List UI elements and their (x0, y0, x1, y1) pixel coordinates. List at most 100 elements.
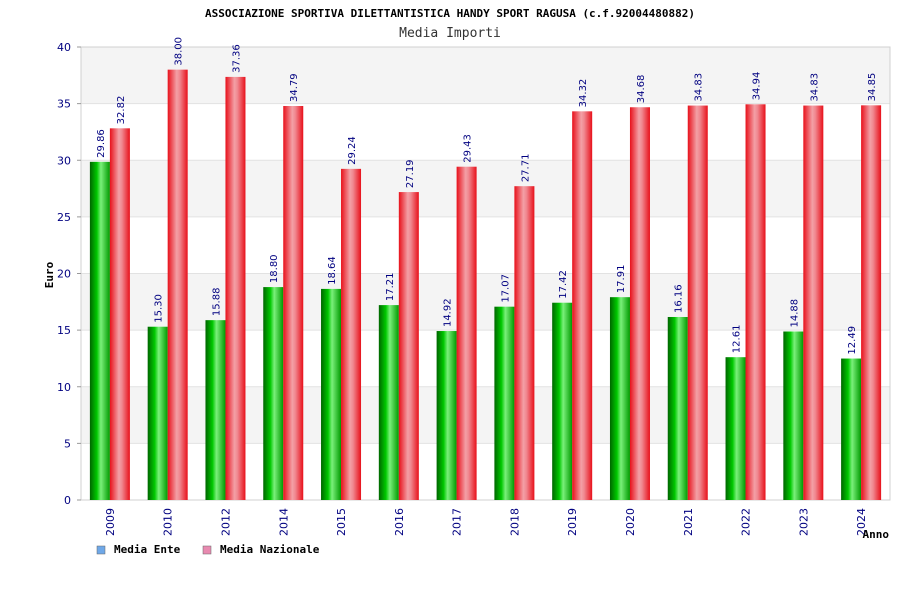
y-tick-label: 20 (57, 268, 71, 281)
bar-media-ente (783, 331, 804, 500)
y-tick-label: 25 (57, 211, 71, 224)
x-axis-label: Anno (863, 528, 890, 541)
x-tick-label: 2012 (219, 508, 232, 536)
bar-media-nazionale (167, 69, 188, 501)
data-label: 34.94 (752, 72, 763, 101)
bar-media-ente (609, 297, 630, 500)
bar-media-nazionale (514, 186, 535, 500)
x-axis-ticks: 2009 2010 2012 2014 2015 2016 2017 2018 2019 2020… (104, 508, 868, 536)
data-label: 15.88 (211, 288, 222, 317)
bar-media-nazionale (572, 111, 593, 501)
bar-media-nazionale (225, 76, 246, 500)
bar-media-ente (378, 305, 399, 500)
data-label: 29.24 (347, 136, 358, 165)
data-label: 18.64 (327, 256, 338, 285)
bar-media-nazionale (803, 105, 824, 501)
bars (89, 69, 882, 501)
plot-band (81, 386, 890, 444)
data-label: 12.49 (847, 326, 858, 355)
bar-media-nazionale (745, 104, 766, 500)
x-tick-label: 2009 (104, 508, 117, 536)
bar-media-nazionale (456, 166, 477, 500)
y-tick-label: 0 (64, 494, 71, 507)
data-label: 17.07 (500, 274, 511, 303)
y-tick-label: 35 (57, 98, 71, 111)
bar-media-ente (725, 357, 746, 500)
x-tick-label: 2021 (682, 508, 695, 536)
x-tick-label: 2023 (797, 508, 810, 536)
bar-media-ente (667, 316, 688, 500)
x-tick-label: 2020 (624, 508, 637, 536)
legend-label: Media Ente (114, 543, 181, 556)
bar-media-nazionale (398, 192, 419, 501)
x-tick-label: 2022 (740, 508, 753, 536)
bar-media-nazionale (687, 105, 708, 501)
bar-media-ente (436, 331, 457, 500)
x-tick-label: 2010 (162, 508, 175, 536)
bar-media-nazionale (109, 128, 130, 500)
data-label: 34.85 (867, 73, 878, 102)
data-label: 17.42 (558, 270, 569, 299)
data-label: 16.16 (674, 284, 685, 313)
y-tick-label: 5 (64, 437, 71, 450)
plot-band (81, 47, 890, 104)
x-tick-label: 2014 (277, 508, 290, 536)
plot-band (81, 273, 890, 331)
x-tick-label: 2024 (855, 508, 868, 536)
data-label: 12.61 (732, 325, 743, 354)
plot-band (81, 160, 890, 217)
chart-subtitle: Media Importi (399, 26, 501, 41)
bar-media-ente (89, 161, 110, 500)
chart-title: ASSOCIAZIONE SPORTIVA DILETTANTISTICA HA… (205, 7, 695, 20)
y-tick-label: 10 (57, 381, 71, 394)
x-tick-label: 2019 (566, 508, 579, 536)
data-label: 15.30 (154, 294, 165, 323)
legend-label: Media Nazionale (220, 543, 320, 556)
bar-media-ente (841, 358, 862, 500)
bar-media-nazionale (283, 106, 304, 501)
data-label: 29.86 (96, 129, 107, 158)
y-tick-label: 30 (57, 154, 71, 167)
legend-swatch (202, 545, 212, 555)
plot-band (81, 443, 890, 500)
bar-media-ente (147, 326, 168, 500)
plot-band (81, 216, 890, 274)
bar-media-nazionale (341, 168, 362, 500)
y-tick-label: 40 (57, 41, 71, 54)
data-label: 14.92 (443, 298, 454, 327)
data-label: 18.80 (269, 254, 280, 283)
data-label: 17.91 (616, 265, 627, 294)
data-label: 38.00 (174, 37, 185, 66)
data-label: 34.32 (578, 79, 589, 108)
x-tick-label: 2018 (508, 508, 521, 536)
data-label: 27.71 (520, 154, 531, 183)
data-label: 17.21 (385, 272, 396, 301)
data-label: 14.88 (789, 299, 800, 328)
bar-media-nazionale (861, 105, 882, 500)
y-axis-ticks: 0 5 10 15 20 25 30 35 40 (57, 41, 81, 507)
bar-media-ente (494, 306, 515, 500)
x-tick-label: 2017 (451, 508, 464, 536)
bar-media-ente (552, 302, 573, 500)
data-label: 34.68 (636, 75, 647, 104)
data-label: 34.83 (809, 73, 820, 102)
bar-media-ente (205, 320, 226, 500)
bar-media-ente (263, 287, 284, 500)
data-label: 32.82 (116, 96, 127, 125)
data-label: 34.83 (694, 73, 705, 102)
data-label: 37.36 (231, 44, 242, 73)
x-tick-label: 2015 (335, 508, 348, 536)
y-axis-label: Euro (43, 261, 56, 288)
y-tick-label: 15 (57, 324, 71, 337)
plot-band (81, 103, 890, 161)
legend: Media Ente Media Nazionale (96, 543, 320, 556)
x-tick-label: 2016 (393, 508, 406, 536)
bar-media-nazionale (629, 107, 650, 501)
data-label: 34.79 (289, 73, 300, 102)
data-labels: 29.86 32.82 15.30 38.00 15.88 37.36 18.80 34.79… (96, 37, 878, 355)
data-label: 27.19 (405, 159, 416, 188)
legend-swatch (96, 545, 106, 555)
bar-media-ente (321, 288, 342, 500)
